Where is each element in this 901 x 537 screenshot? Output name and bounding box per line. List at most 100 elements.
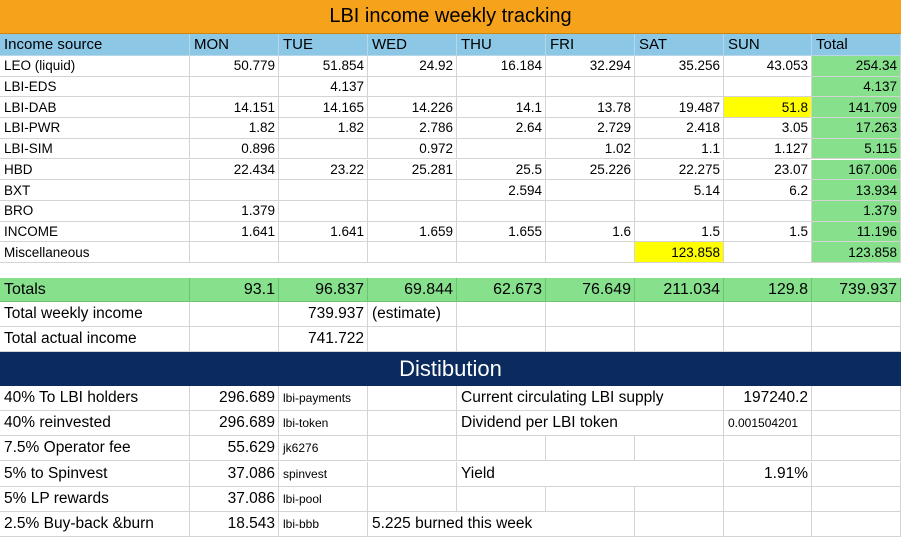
cell-sat[interactable]: 2.418	[635, 118, 724, 139]
cell-sun[interactable]: 43.053	[724, 56, 812, 77]
cell-tue[interactable]	[279, 138, 368, 160]
empty-cell[interactable]	[812, 411, 901, 437]
totals-sun[interactable]: 129.8	[724, 278, 812, 302]
col-header-fri[interactable]: FRI	[546, 34, 635, 56]
distribution-account[interactable]: lbi-bbb	[279, 511, 368, 537]
cell-tue[interactable]: 1.641	[279, 221, 368, 243]
cell-tue[interactable]: 23.22	[279, 159, 368, 181]
cell-total[interactable]: 1.379	[812, 200, 901, 222]
cell-sun[interactable]	[724, 76, 812, 98]
dividend-label[interactable]: Dividend per LBI token	[457, 411, 724, 437]
empty-cell[interactable]	[368, 327, 457, 352]
cell-thu[interactable]: 25.5	[457, 159, 546, 181]
supply-label[interactable]: Current circulating LBI supply	[457, 386, 724, 412]
cell-mon[interactable]: 14.151	[190, 97, 279, 119]
cell-sat[interactable]: 123.858	[635, 242, 724, 263]
cell-thu[interactable]: 16.184	[457, 56, 546, 77]
cell-mon[interactable]: 0.896	[190, 138, 279, 160]
cell-wed[interactable]: 0.972	[368, 138, 457, 160]
cell-sun[interactable]: 6.2	[724, 180, 812, 201]
empty-cell[interactable]	[812, 327, 901, 352]
empty-cell[interactable]	[368, 486, 457, 512]
empty-cell[interactable]	[368, 411, 457, 437]
totals-sat[interactable]: 211.034	[635, 278, 724, 302]
empty-cell[interactable]	[368, 386, 457, 412]
cell-total[interactable]: 167.006	[812, 159, 901, 181]
cell-thu[interactable]: 2.594	[457, 180, 546, 201]
distribution-amount[interactable]: 18.543	[190, 511, 279, 537]
income-source-label[interactable]: HBD	[0, 159, 190, 181]
cell-fri[interactable]: 1.02	[546, 138, 635, 160]
cell-sat[interactable]	[635, 76, 724, 98]
cell-total[interactable]: 13.934	[812, 180, 901, 201]
income-source-label[interactable]: LBI-SIM	[0, 138, 190, 160]
distribution-amount[interactable]: 296.689	[190, 386, 279, 412]
cell-mon[interactable]: 50.779	[190, 56, 279, 77]
totals-thu[interactable]: 62.673	[457, 278, 546, 302]
cell-fri[interactable]: 13.78	[546, 97, 635, 119]
col-header-wed[interactable]: WED	[368, 34, 457, 56]
empty-cell[interactable]	[457, 327, 546, 352]
cell-tue[interactable]: 4.137	[279, 76, 368, 98]
col-header-thu[interactable]: THU	[457, 34, 546, 56]
empty-cell[interactable]	[812, 386, 901, 412]
cell-mon[interactable]	[190, 76, 279, 98]
empty-cell[interactable]	[457, 486, 546, 512]
cell-sun[interactable]	[724, 242, 812, 263]
cell-total[interactable]: 4.137	[812, 76, 901, 98]
cell-wed[interactable]: 2.786	[368, 118, 457, 139]
distribution-amount[interactable]: 37.086	[190, 461, 279, 487]
income-source-label[interactable]: INCOME	[0, 221, 190, 243]
actual-income-value[interactable]: 741.722	[279, 327, 368, 352]
cell-sat[interactable]	[635, 200, 724, 222]
cell-thu[interactable]	[457, 200, 546, 222]
cell-sat[interactable]: 35.256	[635, 56, 724, 77]
cell-total[interactable]: 123.858	[812, 242, 901, 263]
cell-sun[interactable]: 23.07	[724, 159, 812, 181]
totals-tue[interactable]: 96.837	[279, 278, 368, 302]
cell-total[interactable]: 5.115	[812, 138, 901, 160]
empty-cell[interactable]	[812, 436, 901, 462]
distribution-amount[interactable]: 37.086	[190, 486, 279, 512]
totals-grand[interactable]: 739.937	[812, 278, 901, 302]
cell-tue[interactable]	[279, 200, 368, 222]
income-source-label[interactable]: LBI-DAB	[0, 97, 190, 119]
col-header-source[interactable]: Income source	[0, 34, 190, 56]
col-header-sat[interactable]: SAT	[635, 34, 724, 56]
empty-cell[interactable]	[546, 302, 635, 327]
col-header-mon[interactable]: MON	[190, 34, 279, 56]
empty-cell[interactable]	[724, 511, 812, 537]
distribution-account[interactable]: lbi-pool	[279, 486, 368, 512]
cell-thu[interactable]	[457, 138, 546, 160]
empty-cell[interactable]	[724, 302, 812, 327]
empty-cell[interactable]	[190, 302, 279, 327]
cell-sun[interactable]: 1.127	[724, 138, 812, 160]
distribution-account[interactable]: jk6276	[279, 436, 368, 462]
cell-fri[interactable]	[546, 180, 635, 201]
distribution-amount[interactable]: 55.629	[190, 436, 279, 462]
distribution-label[interactable]: 40% To LBI holders	[0, 386, 190, 412]
col-header-sun[interactable]: SUN	[724, 34, 812, 56]
col-header-tue[interactable]: TUE	[279, 34, 368, 56]
cell-total[interactable]: 254.34	[812, 56, 901, 77]
cell-thu[interactable]: 1.655	[457, 221, 546, 243]
distribution-account[interactable]: lbi-token	[279, 411, 368, 437]
dividend-value[interactable]: 0.001504201	[724, 411, 812, 437]
income-source-label[interactable]: BXT	[0, 180, 190, 201]
yield-label[interactable]: Yield	[457, 461, 724, 487]
cell-fri[interactable]	[546, 242, 635, 263]
empty-cell[interactable]	[635, 436, 724, 462]
cell-thu[interactable]: 14.1	[457, 97, 546, 119]
cell-sun[interactable]: 51.8	[724, 97, 812, 119]
cell-thu[interactable]	[457, 242, 546, 263]
cell-sat[interactable]: 1.5	[635, 221, 724, 243]
totals-fri[interactable]: 76.649	[546, 278, 635, 302]
supply-value[interactable]: 197240.2	[724, 386, 812, 412]
cell-wed[interactable]: 1.659	[368, 221, 457, 243]
cell-mon[interactable]	[190, 180, 279, 201]
cell-fri[interactable]: 1.6	[546, 221, 635, 243]
cell-mon[interactable]: 1.82	[190, 118, 279, 139]
cell-mon[interactable]: 1.379	[190, 200, 279, 222]
totals-wed[interactable]: 69.844	[368, 278, 457, 302]
cell-wed[interactable]	[368, 76, 457, 98]
